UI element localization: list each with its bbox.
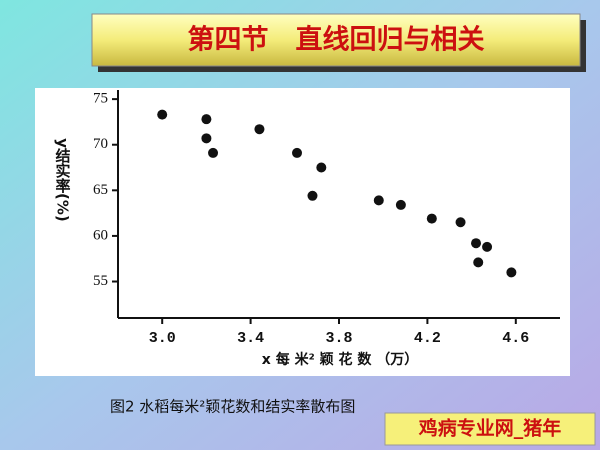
- y-tick-label: 75: [93, 91, 108, 107]
- scatter-point: [426, 213, 437, 224]
- x-tick-label: 4.2: [414, 330, 441, 347]
- scatter-point: [307, 190, 318, 201]
- caption: 图2 水稻每米²颖花数和结实率散布图: [110, 398, 355, 416]
- scatter-point: [473, 257, 484, 268]
- x-tick-label: 3.8: [325, 330, 352, 347]
- watermark-box: [384, 412, 596, 446]
- scatter-point: [201, 133, 212, 144]
- scatter-point: [157, 109, 168, 120]
- scatter-point: [254, 124, 265, 135]
- scatter-point: [506, 267, 517, 278]
- scatter-point: [471, 238, 482, 249]
- y-tick-label: 65: [93, 182, 108, 198]
- scatter-point: [201, 114, 212, 125]
- x-tick-label: 4.6: [502, 330, 529, 347]
- x-tick-label: 3.4: [237, 330, 264, 347]
- watermark: 鸡病专业网_猪年: [418, 417, 562, 440]
- y-axis-label: y结实率(%): [54, 138, 72, 222]
- y-tick-label: 55: [93, 273, 108, 289]
- scatter-point: [395, 199, 406, 210]
- scatter-point: [316, 162, 327, 173]
- scatter-point: [208, 147, 219, 158]
- plot-panel: [35, 88, 570, 376]
- scatter-point: [292, 147, 303, 158]
- y-tick-label: 60: [93, 227, 108, 243]
- x-tick-label: 3.0: [149, 330, 176, 347]
- scatter-point: [373, 195, 384, 206]
- scatter-point: [482, 241, 493, 252]
- y-tick-label: 70: [93, 136, 108, 152]
- title-box: [91, 13, 581, 67]
- x-axis-label: x 每 米² 颖 花 数 （万）: [262, 351, 418, 368]
- scatter-point: [455, 217, 466, 228]
- slide-title: 第四节 直线回归与相关: [188, 24, 485, 56]
